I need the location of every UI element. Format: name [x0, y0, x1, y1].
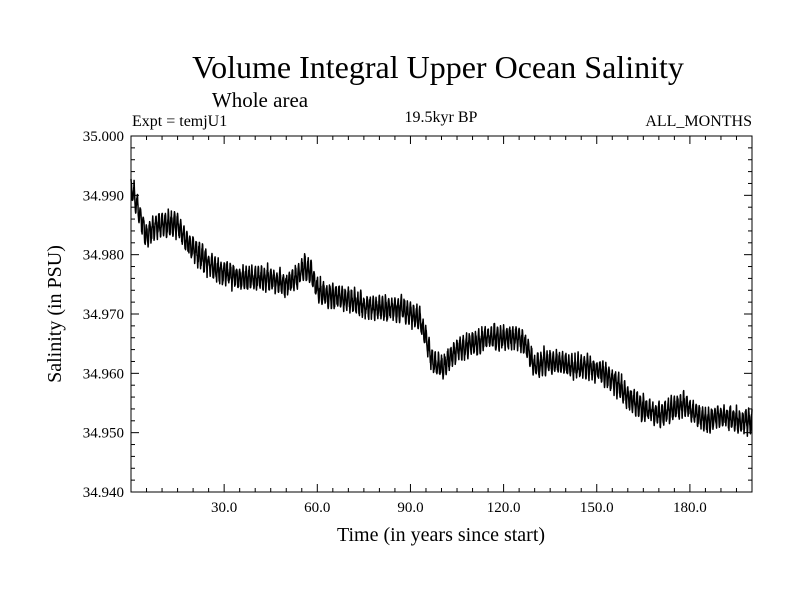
period-label: 19.5kyr BP — [405, 109, 478, 126]
months-label: ALL_MONTHS — [645, 113, 752, 130]
series-layer — [130, 178, 753, 437]
chart-subtitle: Whole area — [212, 88, 309, 112]
y-tick-label: 34.950 — [83, 426, 124, 442]
x-tick-label: 60.0 — [304, 500, 330, 516]
y-tick-label: 34.980 — [83, 248, 124, 264]
chart-title: Volume Integral Upper Ocean Salinity — [192, 49, 684, 85]
x-tick-label: 150.0 — [580, 500, 614, 516]
x-axis-label: Time (in years since start) — [337, 524, 545, 546]
salinity-series-line — [130, 178, 753, 437]
y-tick-label: 34.960 — [83, 366, 124, 382]
y-tick-label: 34.940 — [83, 485, 124, 501]
y-axis-label: Salinity (in PSU) — [44, 245, 66, 383]
x-tick-label: 90.0 — [397, 500, 423, 516]
axis-layer: 30.0 60.0 90.0 120.0 150.0 180.0 34.940 34.950 3… — [83, 129, 752, 516]
x-tick-label: 120.0 — [487, 500, 521, 516]
y-tick-label: 34.970 — [83, 307, 124, 323]
x-tick-label: 180.0 — [673, 500, 707, 516]
plot-frame — [130, 135, 753, 493]
experiment-label: Expt = temjU1 — [132, 113, 227, 130]
y-tick-label: 35.000 — [83, 129, 124, 145]
x-tick-label: 30.0 — [211, 500, 237, 516]
y-tick-label: 34.990 — [83, 188, 124, 204]
